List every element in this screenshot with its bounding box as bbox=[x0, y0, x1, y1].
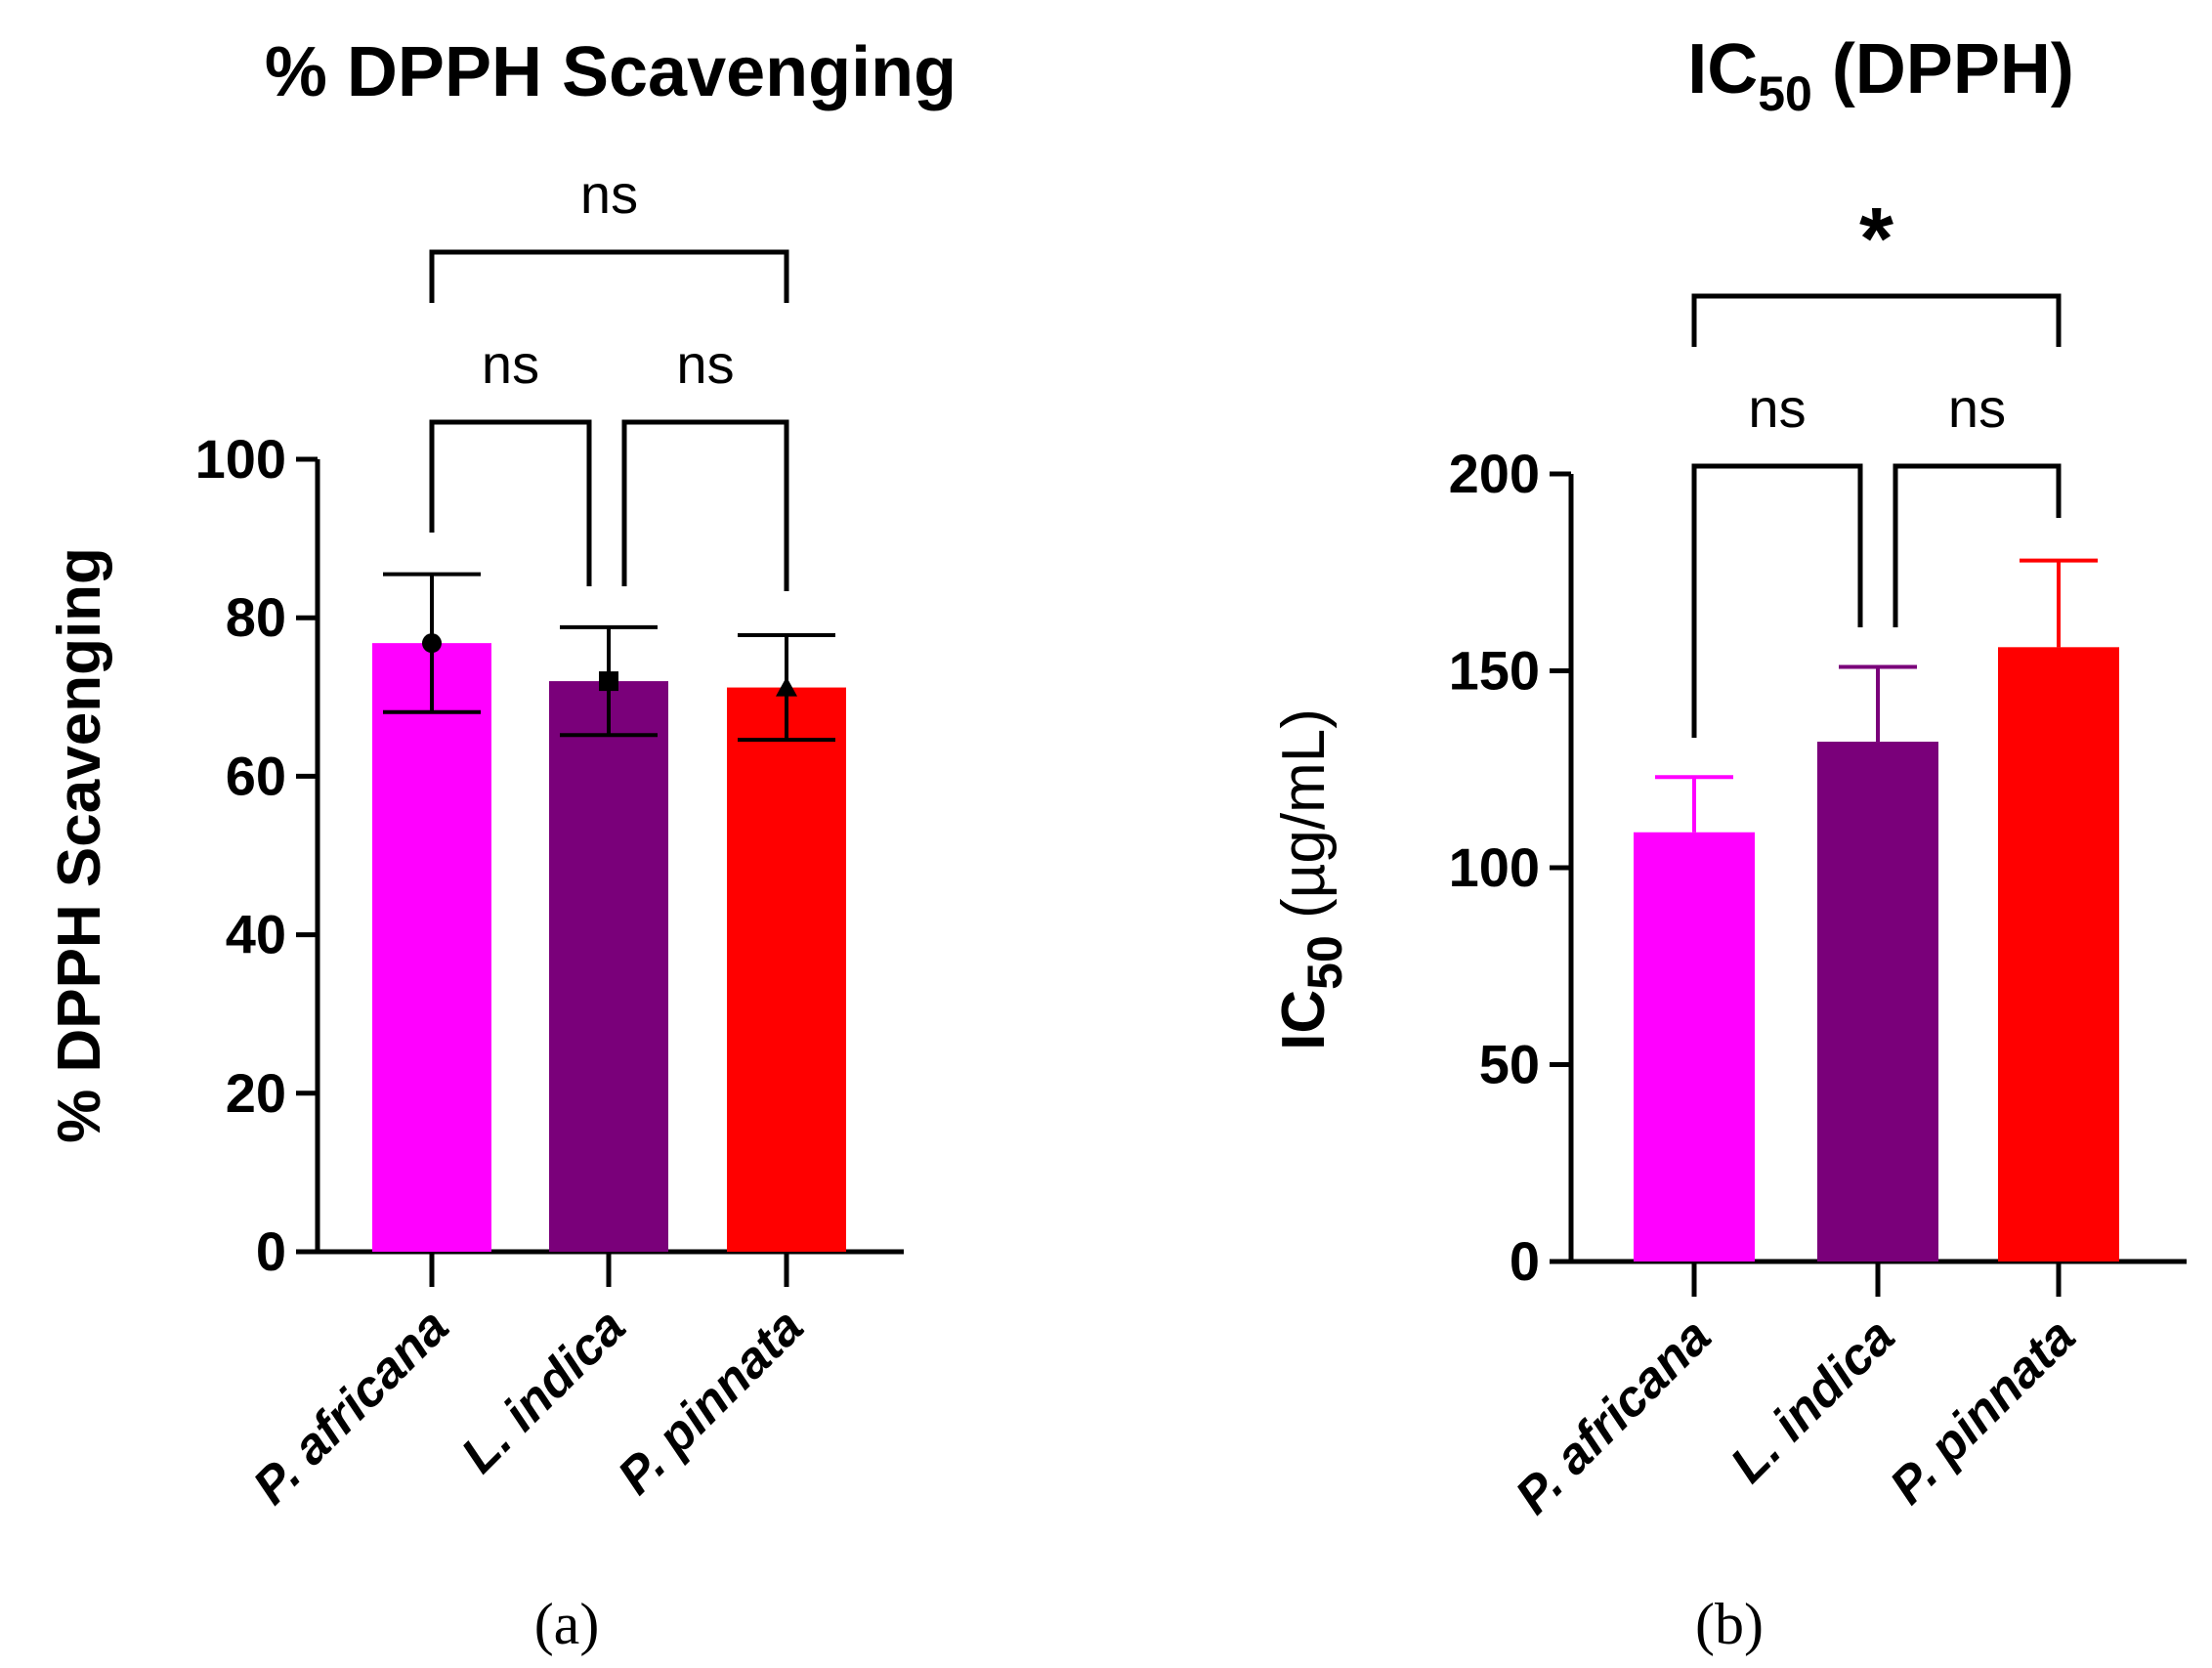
chart-b-title-suffix: (DPPH) bbox=[1812, 30, 2074, 108]
chart-a-ytick-label: 80 bbox=[226, 586, 286, 648]
chart-b-title: IC50 (DPPH) bbox=[1687, 30, 2074, 121]
chart-b-ytick-label: 0 bbox=[1510, 1230, 1540, 1292]
chart-a-bars bbox=[372, 643, 846, 1252]
chart-b-ytick-label: 150 bbox=[1449, 640, 1540, 702]
chart-a-category-label: L. indica bbox=[450, 1298, 636, 1483]
chart-b-significance-label: * bbox=[1859, 191, 1893, 288]
chart-b-title-subscript: 50 bbox=[1758, 66, 1812, 121]
chart-b-ytick-label: 100 bbox=[1449, 836, 1540, 898]
chart-b-bar bbox=[1998, 647, 2119, 1262]
chart-a-ylabel: % DPPH Scavenging bbox=[46, 547, 113, 1143]
chart-b-bracket bbox=[1691, 463, 1863, 738]
chart-a-error-bars bbox=[383, 572, 835, 743]
chart-b-title-main: IC bbox=[1687, 30, 1758, 108]
chart-a-significance-label: ns bbox=[676, 333, 734, 395]
chart-a-data-point bbox=[422, 633, 442, 654]
chart-b-panel-label: (b) bbox=[1695, 1592, 1764, 1656]
chart-a-category-label: P. africana bbox=[242, 1298, 459, 1515]
chart-b-significance-label: ns bbox=[1948, 377, 2006, 439]
chart-b-significance: ns ns * bbox=[1691, 191, 2062, 738]
chart-a-ytick-label: 40 bbox=[226, 904, 286, 965]
chart-b-bracket bbox=[1691, 293, 2062, 347]
chart-b-error-bars bbox=[1655, 558, 2098, 833]
chart-b-bracket bbox=[1893, 463, 2062, 627]
chart-b-category-label: L. indica bbox=[1720, 1307, 1905, 1493]
chart-a-ytick-label: 0 bbox=[256, 1220, 286, 1282]
chart-a-ytick-label: 100 bbox=[195, 428, 286, 490]
chart-b-ylabel-main: IC bbox=[1270, 990, 1338, 1050]
chart-b-category-label: P. africana bbox=[1505, 1307, 1722, 1524]
chart-a-ytick-label: 60 bbox=[226, 745, 286, 806]
chart-a-bar bbox=[727, 687, 846, 1252]
chart-a-data-point bbox=[599, 671, 618, 692]
chart-a-significance: ns ns ns bbox=[429, 163, 789, 591]
chart-b-bar bbox=[1634, 832, 1755, 1262]
chart-a-bar bbox=[549, 681, 668, 1252]
chart-a-bracket bbox=[621, 419, 789, 591]
chart-a-category-label: P. pinnata bbox=[608, 1298, 815, 1505]
chart-a-significance-label: ns bbox=[580, 163, 638, 225]
chart-b-ylabel: IC50 (µg/mL) bbox=[1270, 708, 1352, 1050]
chart-a-significance-label: ns bbox=[482, 333, 539, 395]
chart-b-ylabel-subscript: 50 bbox=[1297, 935, 1352, 990]
chart-a-ytick-label: 20 bbox=[226, 1062, 286, 1124]
chart-a-bar bbox=[372, 643, 491, 1252]
chart-b-axes: 0 50 100 150 200 bbox=[1449, 443, 2187, 1297]
chart-a-axes: 0 20 40 60 80 100 bbox=[195, 428, 904, 1287]
chart-a-bracket bbox=[429, 249, 789, 303]
chart-b-bars bbox=[1634, 647, 2119, 1262]
chart-b-category-label: P. pinnata bbox=[1880, 1307, 2087, 1515]
chart-b-ylabel-suffix: (µg/mL) bbox=[1270, 708, 1338, 935]
chart-a-bracket bbox=[429, 419, 592, 586]
chart-a-panel-label: (a) bbox=[534, 1592, 600, 1656]
chart-b-significance-label: ns bbox=[1748, 377, 1806, 439]
chart-b-bar bbox=[1817, 742, 1938, 1262]
chart-a: % DPPH Scavenging % DPPH Scavenging 0 20 4… bbox=[46, 33, 957, 1656]
chart-b-ytick-label: 200 bbox=[1449, 443, 1540, 504]
chart-b-ytick-label: 50 bbox=[1479, 1034, 1540, 1095]
chart-a-title: % DPPH Scavenging bbox=[265, 33, 957, 111]
chart-a-data-point bbox=[776, 676, 797, 697]
